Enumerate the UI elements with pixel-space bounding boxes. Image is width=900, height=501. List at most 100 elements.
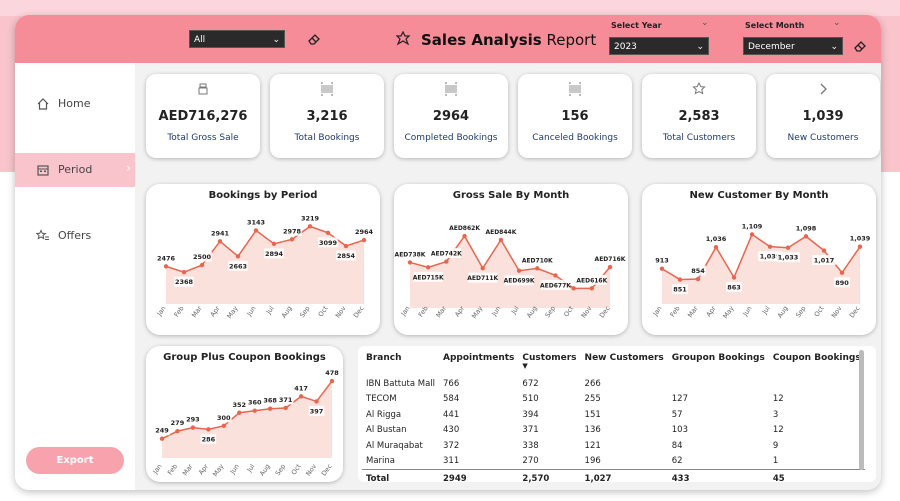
x-tick-label: Nov: [334, 304, 348, 319]
data-point[interactable]: [237, 410, 242, 415]
column-header[interactable]: New Customers: [581, 350, 668, 376]
column-header[interactable]: Customers ▼: [518, 350, 580, 376]
data-label-bg: [395, 248, 425, 259]
data-point[interactable]: [252, 408, 257, 413]
year-dropdown[interactable]: 2023 ⌄: [609, 37, 709, 55]
sidebar-item-offers[interactable]: Offers: [15, 219, 135, 253]
kpi-card: 3,216 Total Bookings: [270, 74, 384, 158]
column-header[interactable]: Branch: [362, 350, 439, 376]
data-point[interactable]: [206, 427, 211, 432]
data-point[interactable]: [271, 241, 277, 247]
column-header[interactable]: Groupon Bookings: [668, 350, 769, 376]
data-point[interactable]: [535, 266, 540, 271]
data-point[interactable]: [677, 277, 683, 282]
data-point[interactable]: [267, 406, 273, 411]
data-point[interactable]: [553, 273, 558, 278]
sidebar-item-period[interactable]: Period ›: [15, 153, 135, 187]
data-point[interactable]: [498, 237, 504, 243]
data-point[interactable]: [199, 262, 205, 268]
data-point[interactable]: [407, 260, 413, 265]
data-point[interactable]: [803, 234, 809, 239]
data-point[interactable]: [253, 228, 259, 233]
data-point[interactable]: [571, 286, 576, 291]
data-point[interactable]: [480, 265, 485, 271]
data-point[interactable]: [298, 394, 304, 399]
data-point[interactable]: [314, 399, 319, 404]
table-row[interactable]: Marina 311 270 196 62 1: [362, 454, 865, 470]
kpi-value: 2,583: [678, 109, 720, 124]
data-point[interactable]: [821, 248, 827, 253]
table-row[interactable]: TECOM 584 510 255 127 12: [362, 392, 865, 408]
data-point[interactable]: [343, 243, 349, 249]
scrollbar-thumb[interactable]: [859, 350, 864, 470]
data-point[interactable]: [516, 268, 522, 273]
data-point[interactable]: [731, 275, 737, 280]
chart-title: Group Plus Coupon Bookings: [163, 352, 326, 363]
table-cell: TECOM: [366, 394, 397, 405]
data-point[interactable]: [444, 259, 449, 264]
data-point[interactable]: [163, 264, 169, 269]
data-label: 2941: [211, 229, 230, 237]
column-header[interactable]: Appointments: [439, 350, 518, 376]
table-cell: 196: [584, 456, 601, 466]
data-point[interactable]: [190, 425, 196, 430]
kpi-label: New Customers: [787, 133, 859, 143]
data-point[interactable]: [607, 264, 613, 270]
data-label: 360: [248, 399, 262, 407]
data-point[interactable]: [767, 244, 773, 249]
data-point[interactable]: [857, 244, 863, 249]
data-point[interactable]: [289, 237, 295, 242]
background-band-top: [0, 0, 900, 16]
table-scrollbar[interactable]: [859, 350, 864, 470]
data-point[interactable]: [589, 286, 595, 291]
data-point[interactable]: [329, 378, 335, 384]
eraser-icon[interactable]: [853, 39, 867, 53]
data-point[interactable]: [325, 230, 331, 236]
x-tick-label: Apr: [705, 304, 718, 318]
x-tick-label: Aug: [280, 305, 294, 320]
data-point[interactable]: [235, 254, 241, 259]
table-cell: 430: [443, 425, 460, 436]
data-point[interactable]: [175, 428, 180, 434]
data-point[interactable]: [749, 232, 755, 237]
data-point[interactable]: [283, 405, 288, 411]
data-point[interactable]: [713, 245, 719, 250]
sidebar-item-home[interactable]: Home: [15, 87, 135, 121]
data-label: 2476: [157, 254, 176, 262]
table-row[interactable]: IBN Battuta Mall 766 672 266: [362, 376, 865, 392]
data-point[interactable]: [695, 276, 701, 282]
table-cell: 12: [772, 394, 784, 405]
column-header-label: Appointments: [443, 353, 515, 363]
export-button[interactable]: Export: [26, 447, 124, 474]
table-row[interactable]: Al Muraqabat 372 338 121 84 9: [362, 438, 865, 454]
data-point[interactable]: [839, 270, 845, 275]
table-row[interactable]: Al Bustan 430 371 136 103 12: [362, 423, 865, 439]
eraser-icon[interactable]: [307, 32, 321, 46]
data-point[interactable]: [659, 266, 665, 271]
chart-card-new-customers: New Customer By Month 913 Jan 851 Feb 854 Mar…: [642, 184, 876, 335]
data-label: AED862K: [449, 225, 480, 232]
report-frame: All ⌄ Sales Analysis Report Select Year …: [15, 15, 881, 490]
branch-table: Branch Appointments Customers ▼ New Customer…: [362, 350, 865, 489]
data-point[interactable]: [159, 436, 165, 441]
kpi-label: Total Bookings: [294, 133, 360, 143]
data-point[interactable]: [181, 269, 187, 275]
sort-desc-icon: ▼: [522, 362, 528, 370]
x-tick-label: Sep: [274, 463, 288, 478]
table-row[interactable]: Al Rigga 441 394 151 57 3: [362, 407, 865, 423]
data-point[interactable]: [307, 224, 313, 229]
data-label-bg: [210, 227, 230, 238]
branch-filter-dropdown[interactable]: All ⌄: [189, 30, 285, 48]
month-dropdown[interactable]: December ⌄: [743, 37, 843, 55]
column-header[interactable]: Coupon Bookings: [769, 350, 865, 376]
data-point[interactable]: [462, 233, 467, 239]
data-point[interactable]: [361, 237, 367, 243]
data-point[interactable]: [785, 245, 791, 250]
data-label: 478: [325, 369, 339, 377]
data-label-bg: [794, 222, 818, 233]
data-point[interactable]: [217, 239, 223, 244]
x-tick-label: Jul: [245, 462, 257, 474]
data-point[interactable]: [221, 423, 227, 429]
data-point[interactable]: [425, 265, 431, 270]
gross-sale-line-chart: AED738KJanAED715KFebAED742KMarAED862KApr…: [395, 222, 626, 320]
